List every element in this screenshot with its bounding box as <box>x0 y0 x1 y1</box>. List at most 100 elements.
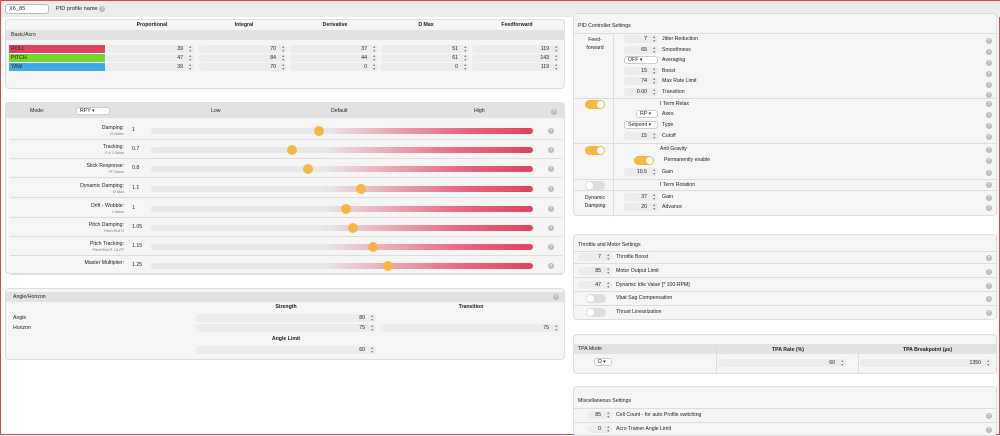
acro-trainer-input[interactable]: 0 ▲ ▼ <box>588 425 612 433</box>
slider-knob[interactable] <box>382 261 393 271</box>
pid-input-pitch-1[interactable]: 84 ▲ ▼ <box>199 54 287 62</box>
ff-input-5[interactable]: 0.00 ▲ ▼ <box>624 87 658 96</box>
pid-input-yaw-2[interactable]: 0 ▲ ▼ <box>290 63 378 71</box>
pid-input-pitch-0[interactable]: 47 ▲ ▼ <box>106 54 194 62</box>
help-icon[interactable]: ? <box>548 128 554 134</box>
vbat-sag-toggle[interactable] <box>586 294 606 303</box>
help-icon[interactable]: ? <box>986 38 992 44</box>
help-icon[interactable]: ? <box>548 186 554 192</box>
ff-input-2[interactable]: OFF ▾ <box>624 56 658 64</box>
ag-gain-input[interactable]: 10.5 ▲ ▼ <box>624 168 658 176</box>
slider-knob[interactable] <box>367 242 378 252</box>
type-select[interactable]: Setpoint ▾ <box>624 121 658 129</box>
tuning-slider[interactable] <box>151 261 533 271</box>
help-icon[interactable]: ? <box>986 112 992 118</box>
pid-input-roll-2[interactable]: 37 ▲ ▼ <box>290 45 378 53</box>
help-icon[interactable]: ? <box>986 134 992 140</box>
slider-knob[interactable] <box>302 164 313 174</box>
pid-input-yaw-3[interactable]: 0 ▲ ▼ <box>381 63 469 71</box>
slider-knob[interactable] <box>356 184 367 194</box>
help-icon[interactable]: ? <box>986 49 992 55</box>
help-icon[interactable]: ? <box>986 182 992 188</box>
help-icon[interactable]: ? <box>548 263 554 269</box>
tpa-rate-input[interactable]: 60 ▲ ▼ <box>718 359 846 367</box>
axes-select[interactable]: RP ▾ <box>636 110 658 118</box>
help-icon[interactable]: ? <box>986 123 992 129</box>
tpa-breakpoint-input[interactable]: 1350 ▲ ▼ <box>860 359 992 367</box>
tuning-slider[interactable] <box>151 223 533 233</box>
pid-input-pitch-2[interactable]: 44 ▲ ▼ <box>290 54 378 62</box>
slider-knob[interactable] <box>287 145 298 155</box>
help-icon[interactable]: ? <box>986 205 992 211</box>
pid-input-yaw-0[interactable]: 39 ▲ ▼ <box>106 63 194 71</box>
thrust-linearization-toggle[interactable] <box>586 308 606 317</box>
help-icon[interactable]: ? <box>986 82 992 88</box>
iterm-relax-toggle[interactable] <box>585 100 605 109</box>
help-icon[interactable]: ? <box>986 269 992 275</box>
tpa-mode-select[interactable]: D ▾ <box>594 358 612 366</box>
angle-limit-input[interactable]: 60 ▲ ▼ <box>196 346 376 354</box>
ff-input-4[interactable]: 74 ▲ ▼ <box>624 77 658 85</box>
help-icon[interactable]: ? <box>986 170 992 176</box>
dyn-advance-input[interactable]: 20 ▲ ▼ <box>624 203 658 211</box>
pid-input-pitch-3[interactable]: 61 ▲ ▼ <box>381 54 469 62</box>
cell-count-input[interactable]: 85 ▲ ▼ <box>588 411 612 419</box>
anti-gravity-toggle[interactable] <box>585 146 605 155</box>
ff-input-0[interactable]: 7 ▲ ▼ <box>624 35 658 43</box>
tuning-slider[interactable] <box>151 204 533 214</box>
horizon-transition-input[interactable]: 75 ▲ ▼ <box>380 324 560 332</box>
cutoff-input[interactable]: 15 ▲ ▼ <box>624 132 658 140</box>
motor-output-limit-input[interactable]: 85 ▲ ▼ <box>578 267 612 275</box>
help-icon[interactable]: ? <box>99 6 106 12</box>
pid-input-yaw-1[interactable]: 70 ▲ ▼ <box>199 63 287 71</box>
pid-input-roll-1[interactable]: 70 ▲ ▼ <box>199 45 287 53</box>
help-icon[interactable]: ? <box>986 158 992 164</box>
tuning-slider[interactable] <box>151 242 533 252</box>
help-icon[interactable]: ? <box>986 283 992 289</box>
tuning-slider[interactable] <box>151 184 533 194</box>
help-icon[interactable]: ? <box>986 427 992 433</box>
help-icon[interactable]: ? <box>986 71 992 77</box>
tuning-slider[interactable] <box>151 164 533 174</box>
help-icon[interactable]: ? <box>553 294 559 300</box>
help-icon[interactable]: ? <box>548 206 554 212</box>
help-icon[interactable]: ? <box>986 147 992 153</box>
dyn-gain-input[interactable]: 37 ▲ ▼ <box>624 193 658 201</box>
throttle-boost-label: Throttle Boost <box>616 254 649 260</box>
help-icon[interactable]: ? <box>551 109 557 115</box>
help-icon[interactable]: ? <box>548 166 554 172</box>
mode-select[interactable]: RPY ▾ <box>76 107 110 115</box>
throttle-boost-input[interactable]: 7 ▲ ▼ <box>578 253 612 261</box>
help-icon[interactable]: ? <box>986 60 992 66</box>
angle-strength-input[interactable]: 80 ▲ ▼ <box>196 314 376 322</box>
permanently-enable-toggle[interactable] <box>634 156 654 165</box>
pid-input-roll-3[interactable]: 51 ▲ ▼ <box>381 45 469 53</box>
slider-value: 1.1 <box>132 185 140 191</box>
horizon-strength-input[interactable]: 75 ▲ ▼ <box>196 324 376 332</box>
pid-input-roll-4[interactable]: 119 ▲ ▼ <box>472 45 560 53</box>
slider-knob[interactable] <box>340 204 351 214</box>
help-icon[interactable]: ? <box>548 225 554 231</box>
help-icon[interactable]: ? <box>986 101 992 107</box>
help-icon[interactable]: ? <box>986 310 992 316</box>
pid-input-yaw-4[interactable]: 119 ▲ ▼ <box>472 63 560 71</box>
help-icon[interactable]: ? <box>986 296 992 302</box>
tuning-slider[interactable] <box>151 145 533 155</box>
help-icon[interactable]: ? <box>986 195 992 201</box>
pid-input-roll-0[interactable]: 39 ▲ ▼ <box>106 45 194 53</box>
pid-input-pitch-4[interactable]: 143 ▲ ▼ <box>472 54 560 62</box>
help-icon[interactable]: ? <box>548 244 554 250</box>
help-icon[interactable]: ? <box>986 92 992 98</box>
dynamic-idle-input[interactable]: 47 ▲ ▼ <box>578 281 612 289</box>
ag-gain-label: Gain <box>662 169 673 175</box>
help-icon[interactable]: ? <box>548 147 554 153</box>
slider-knob[interactable] <box>314 126 325 136</box>
help-icon[interactable]: ? <box>986 413 992 419</box>
ff-input-3[interactable]: 15 ▲ ▼ <box>624 66 658 75</box>
slider-knob[interactable] <box>348 223 359 233</box>
ff-input-1[interactable]: 65 ▲ ▼ <box>624 45 658 54</box>
tuning-slider[interactable] <box>151 126 533 136</box>
help-icon[interactable]: ? <box>986 255 992 261</box>
iterm-rotation-toggle[interactable] <box>585 181 605 190</box>
profile-name-input[interactable]: X6_85 <box>5 4 49 14</box>
